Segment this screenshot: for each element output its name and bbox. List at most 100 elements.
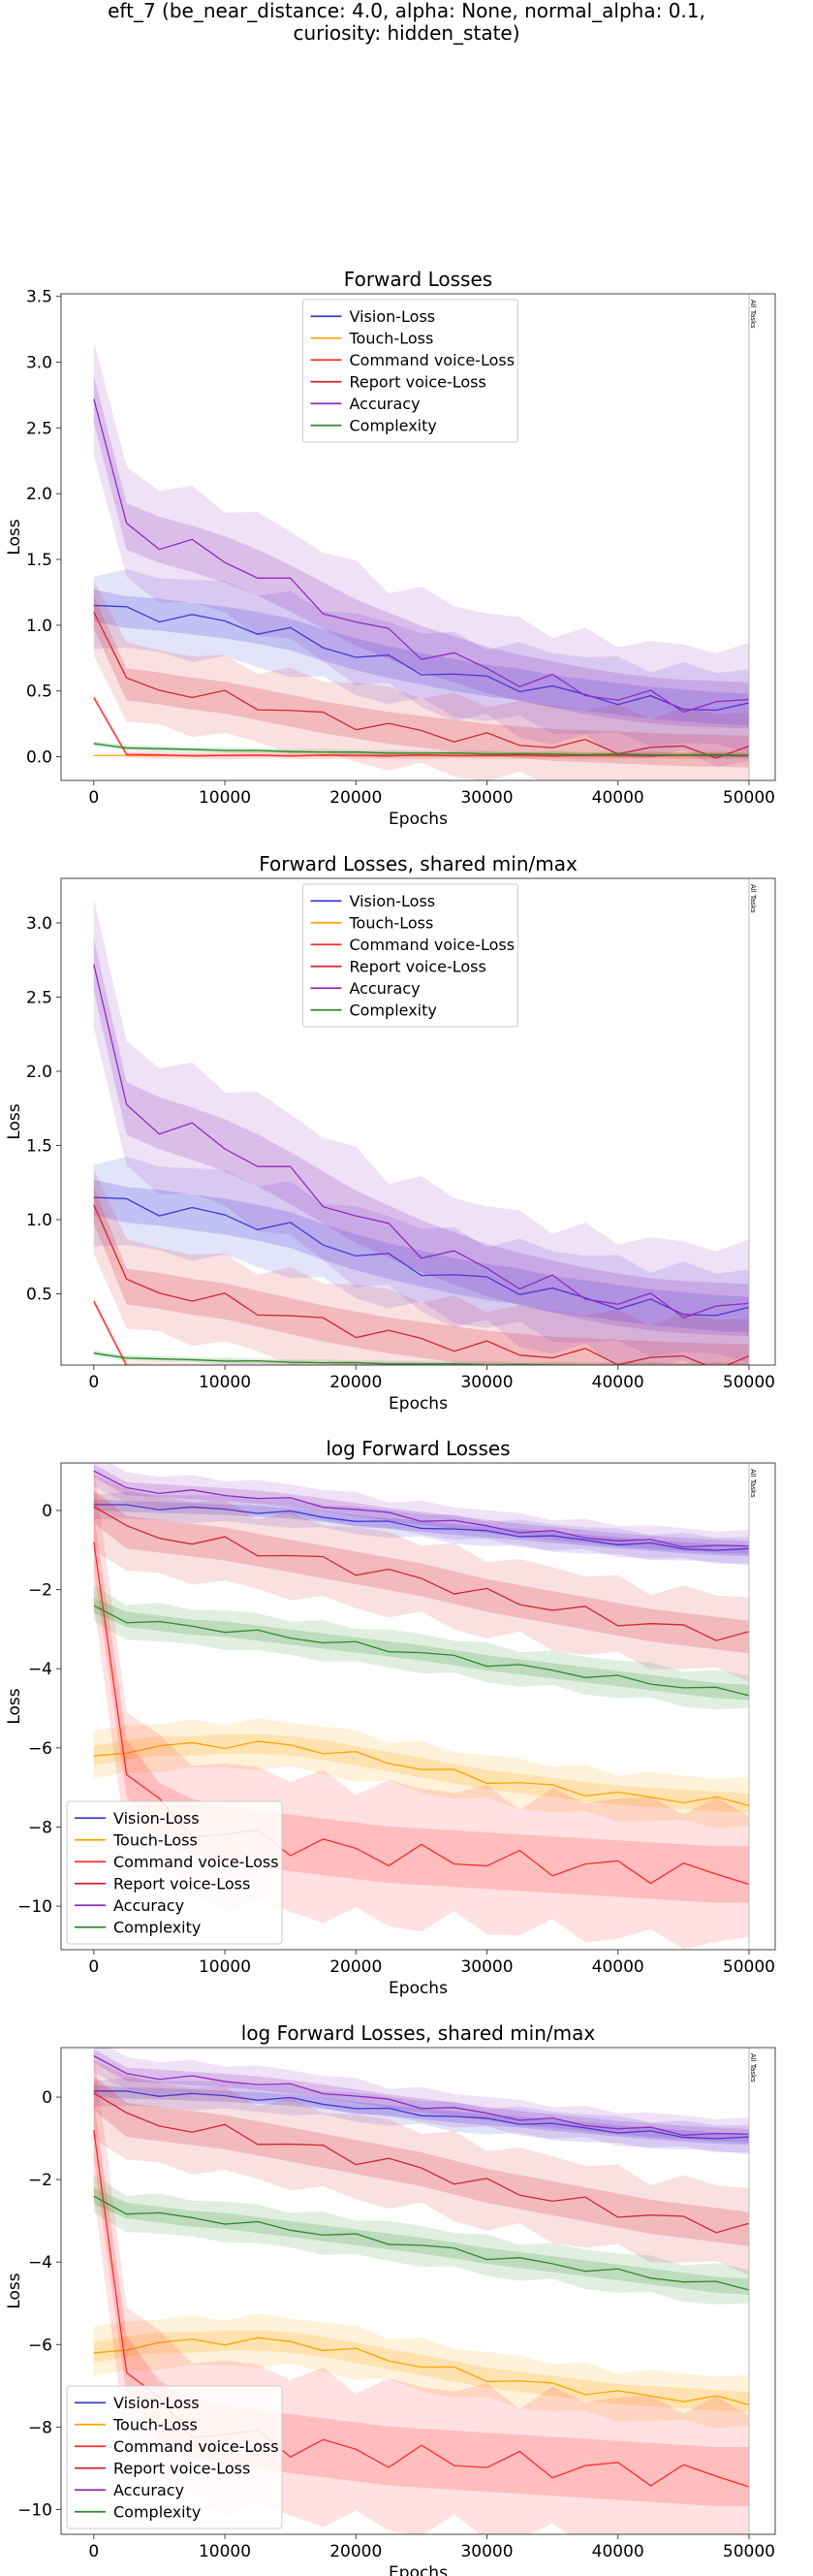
legend-label-vision-loss: Vision-Loss	[350, 892, 436, 910]
y-tick-label: 1.5	[26, 1136, 52, 1156]
y-tick-label: 1.0	[26, 1211, 52, 1230]
legend-label-accuracy: Accuracy	[350, 979, 421, 998]
band-inner-vision-loss	[93, 589, 749, 726]
legend-label-complexity: Complexity	[113, 1918, 201, 1936]
x-axis-label: Epochs	[389, 810, 448, 829]
band-inner-report-voice-loss	[93, 595, 749, 768]
band-report-voice-loss	[93, 581, 749, 780]
band-inner-report-voice-loss	[93, 2076, 749, 2246]
x-tick-label: 30000	[460, 1957, 513, 1977]
legend-label-accuracy: Accuracy	[113, 2481, 184, 2499]
x-tick-label: 50000	[723, 2542, 775, 2561]
legend-box	[302, 299, 518, 443]
band-inner-touch-loss	[93, 1733, 749, 1814]
vline-label: All Tasks	[749, 300, 757, 329]
series-line-command-voice-loss	[93, 697, 749, 757]
legend-label-report-voice-loss: Report voice-Loss	[113, 1874, 250, 1892]
legend-label-accuracy: Accuracy	[350, 395, 421, 413]
figure-title-line-2: curiosity: hidden_state)	[293, 21, 520, 45]
band-vision-loss	[93, 1156, 749, 1364]
series-line-complexity	[93, 2195, 750, 2291]
series-line-accuracy	[93, 1470, 749, 1548]
series-line-touch-loss	[93, 2337, 750, 2406]
legend: Vision-Loss Touch-Loss Command voice-Loss R…	[66, 1800, 283, 1945]
y-tick-label: −10	[17, 1897, 52, 1917]
x-tick-label: 50000	[723, 1373, 775, 1392]
legend-label-command-voice-loss: Command voice-Loss	[113, 1853, 279, 1871]
series-line-vision-loss	[93, 1504, 749, 1551]
y-tick-label: 0	[42, 2088, 52, 2108]
x-tick-label: 0	[88, 788, 99, 808]
legend: Vision-Loss Touch-Loss Command voice-Loss R…	[302, 883, 518, 1028]
band-inner-command-voice-loss	[93, 2100, 749, 2506]
legend-label-report-voice-loss: Report voice-Loss	[350, 957, 486, 975]
series-line-report-voice-loss	[93, 612, 750, 759]
band-accuracy	[93, 2048, 749, 2153]
y-tick-label: −4	[28, 2253, 52, 2273]
series-line-accuracy	[93, 964, 750, 1319]
y-tick-label: 0.5	[26, 1286, 52, 1305]
series-line-vision-loss	[93, 604, 750, 712]
y-axis-label: Loss	[5, 1688, 24, 1724]
x-axis-label: Epochs	[389, 1394, 448, 1414]
series-line-vision-loss	[93, 1196, 750, 1317]
y-tick-label: 3.5	[26, 288, 52, 307]
series-line-report-voice-loss	[93, 1506, 750, 1641]
legend-label-touch-loss: Touch-Loss	[112, 1830, 198, 1849]
x-tick-label: 40000	[592, 2542, 644, 2561]
y-tick-label: 1.5	[26, 551, 52, 570]
band-inner-accuracy	[93, 938, 749, 1337]
y-tick-label: −6	[28, 1739, 52, 1759]
y-tick-label: 0	[42, 1502, 52, 1521]
band-touch-loss	[93, 2312, 749, 2429]
series-line-complexity	[93, 743, 749, 756]
legend-box	[66, 2385, 283, 2529]
x-axis-label: Epochs	[389, 2563, 448, 2576]
series-line-complexity	[93, 1352, 724, 1365]
plot-area	[93, 340, 750, 780]
y-tick-label: −10	[17, 2500, 52, 2520]
legend-box	[66, 1800, 283, 1945]
figure-title: eft_7 (be_near_distance: 4.0, alpha: Non…	[0, 0, 813, 45]
band-inner-complexity	[93, 1598, 749, 1701]
x-tick-label: 30000	[460, 2542, 513, 2561]
vline-label: All Tasks	[749, 2053, 757, 2083]
legend-box	[302, 883, 518, 1028]
band-inner-complexity	[93, 1352, 749, 1365]
series-line-vision-loss	[93, 2090, 749, 2140]
band-inner-vision-loss	[93, 1179, 749, 1333]
y-tick-label: −2	[28, 1581, 52, 1601]
band-accuracy	[93, 1463, 749, 1564]
y-tick-label: −4	[28, 1660, 52, 1679]
y-tick-label: 3.0	[26, 914, 52, 934]
legend: Vision-Loss Touch-Loss Command voice-Loss R…	[302, 299, 518, 443]
band-inner-accuracy	[93, 1464, 749, 1555]
band-inner-report-voice-loss	[93, 1490, 749, 1654]
x-tick-label: 10000	[199, 2542, 251, 2561]
band-inner-complexity	[93, 2187, 749, 2295]
band-vision-loss	[93, 569, 749, 753]
x-tick-label: 50000	[723, 1957, 775, 1977]
y-tick-label: 2.0	[26, 1063, 52, 1082]
y-tick-label: −2	[28, 2171, 52, 2190]
legend-label-command-voice-loss: Command voice-Loss	[113, 2437, 279, 2456]
series-line-accuracy	[93, 2054, 749, 2137]
x-tick-label: 20000	[329, 788, 382, 808]
x-tick-label: 20000	[329, 2542, 382, 2561]
y-tick-label: −6	[28, 2336, 52, 2355]
legend-label-vision-loss: Vision-Loss	[113, 1809, 200, 1828]
legend-label-report-voice-loss: Report voice-Loss	[350, 372, 486, 391]
plot-frame	[60, 1462, 776, 1951]
figure-title-line-1: eft_7 (be_near_distance: 4.0, alpha: Non…	[108, 0, 705, 22]
band-inner-accuracy	[93, 2049, 749, 2144]
x-tick-label: 40000	[592, 1957, 644, 1977]
y-tick-label: 2.5	[26, 419, 52, 438]
chart-title: Forward Losses	[344, 268, 492, 291]
band-inner-touch-loss	[93, 2330, 749, 2413]
x-tick-label: 30000	[460, 1373, 513, 1392]
series-line-report-voice-loss	[93, 1204, 750, 1365]
plot-frame	[60, 877, 776, 1366]
